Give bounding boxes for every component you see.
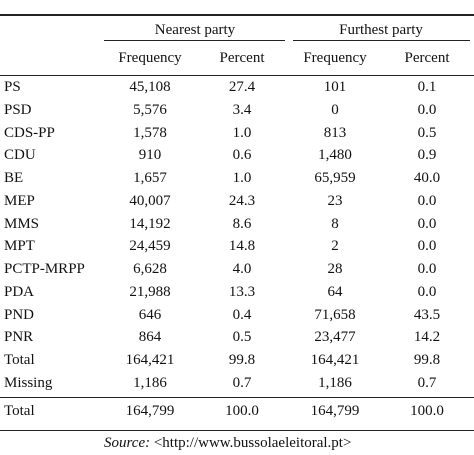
group-header: Nearest party (154, 22, 236, 38)
cell: 0.0 (417, 261, 437, 278)
cell: 101 (323, 79, 347, 95)
cell: 1,578 (133, 124, 167, 141)
row-label: CDU (4, 147, 36, 164)
cell: 3.4 (232, 101, 252, 118)
cell: 27.4 (228, 79, 256, 95)
cell: 28 (327, 261, 343, 278)
row-label: Missing (4, 375, 53, 391)
cell: 4.0 (232, 261, 252, 278)
row-label: Total (4, 352, 35, 369)
cell: 1,480 (318, 147, 352, 164)
cell: 0.4 (232, 306, 252, 323)
cell: 0 (331, 101, 339, 118)
column-header: Frequency (118, 50, 182, 66)
cell: 24.3 (228, 192, 256, 209)
row-label: MMS (4, 215, 40, 232)
row-label: PS (4, 79, 21, 95)
row-label: BE (4, 170, 24, 187)
cell: 813 (323, 124, 347, 141)
cell: 0.0 (417, 101, 437, 118)
rule (104, 40, 285, 41)
cell: 99.8 (228, 352, 256, 369)
row-label: PNR (4, 329, 34, 346)
cell: 2 (331, 238, 339, 255)
cell: 71,658 (314, 306, 356, 323)
cell: 23,477 (314, 329, 356, 346)
row-label: Total (4, 403, 35, 419)
cell: 1,657 (133, 170, 167, 187)
row-label: PCTP-MRPP (4, 261, 85, 278)
cell: 5,576 (133, 101, 167, 118)
cell: 910 (138, 147, 162, 164)
cell: 14.2 (413, 329, 441, 346)
cell: 646 (138, 306, 162, 323)
cell: 0.6 (232, 147, 252, 164)
cell: 864 (138, 329, 162, 346)
cell: 40.0 (413, 170, 441, 187)
row-label: MPT (4, 238, 35, 255)
group-header: Furthest party (339, 22, 423, 38)
cell: 14.8 (228, 238, 256, 255)
rule (0, 14, 474, 16)
cell: 0.0 (417, 238, 437, 255)
cell: 164,799 (310, 403, 360, 419)
cell: 0.0 (417, 283, 437, 300)
cell: 1.0 (232, 124, 252, 141)
cell: 8 (331, 215, 339, 232)
source-line: Source: <http://www.bussolaeleitoral.pt> (104, 434, 351, 452)
cell: 64 (327, 283, 343, 300)
row-label: PND (4, 306, 35, 323)
cell: 43.5 (413, 306, 441, 323)
cell: 14,192 (129, 215, 171, 232)
cell: 1.0 (232, 170, 252, 187)
cell: 164,421 (125, 352, 175, 369)
column-header: Frequency (303, 50, 367, 66)
rule (293, 40, 470, 41)
cell: 99.8 (413, 352, 441, 369)
cell: 1,186 (133, 375, 167, 391)
cell: 40,007 (129, 192, 171, 209)
cell: 1,186 (318, 375, 352, 391)
rule (0, 397, 474, 398)
cell: 0.0 (417, 215, 437, 232)
cell: 0.7 (417, 375, 437, 391)
cell: 8.6 (232, 215, 252, 232)
cell: 0.5 (232, 329, 252, 346)
source-url: <http://www.bussolaeleitoral.pt> (153, 435, 352, 451)
cell: 45,108 (129, 79, 171, 95)
cell: 0.1 (417, 79, 437, 95)
cell: 100.0 (225, 403, 259, 419)
rule (0, 430, 474, 431)
cell: 13.3 (228, 283, 256, 300)
cell: 0.7 (232, 375, 252, 391)
cell: 0.9 (417, 147, 437, 164)
row-label: PSD (4, 101, 32, 118)
rule (0, 75, 474, 76)
cell: 164,421 (310, 352, 360, 369)
cell: 23 (327, 192, 343, 209)
cell: 6,628 (133, 261, 167, 278)
cell: 65,959 (314, 170, 356, 187)
row-label: CDS-PP (4, 124, 55, 141)
cell: 21,988 (129, 283, 171, 300)
column-header: Percent (404, 50, 450, 66)
row-label: MEP (4, 192, 35, 209)
cell: 0.0 (417, 192, 437, 209)
column-header: Percent (219, 50, 265, 66)
cell: 0.5 (417, 124, 437, 141)
cell: 164,799 (125, 403, 175, 419)
cell: 24,459 (129, 238, 171, 255)
source-label: Source: (104, 435, 151, 451)
cell: 100.0 (410, 403, 444, 419)
row-label: PDA (4, 283, 35, 300)
